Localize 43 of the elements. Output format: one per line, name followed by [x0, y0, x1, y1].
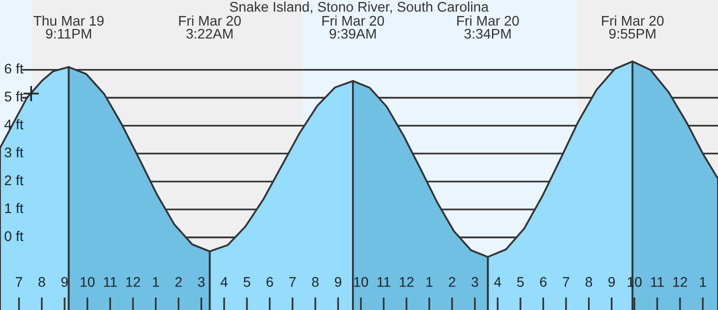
x-tick-label: 8: [38, 277, 46, 287]
y-tick-label: 3 ft: [4, 147, 24, 158]
x-tick-label: 8: [312, 277, 319, 287]
x-tick-label: 2: [448, 277, 456, 287]
x-tick-label: 1: [152, 277, 159, 287]
x-tick-label: 1: [700, 277, 706, 287]
x-tick-label: 10: [80, 277, 95, 287]
x-tick-label: 1: [426, 277, 432, 287]
annotation: Fri Mar 20 9:39AM: [322, 16, 384, 39]
x-tick-label: 11: [378, 277, 390, 287]
x-tick-label: 9: [608, 277, 615, 287]
x-tick-label: 4: [494, 277, 502, 287]
x-tick-label: 4: [220, 277, 228, 287]
y-tick-label: 2 ft: [4, 175, 24, 186]
x-tick-label: 11: [651, 277, 664, 287]
x-tick-label: 6: [540, 277, 546, 287]
x-tick-label: 5: [244, 277, 250, 287]
y-tick-label: 5 ft: [4, 91, 24, 102]
x-tick-label: 7: [289, 277, 296, 287]
x-tick-label: 2: [175, 277, 182, 287]
x-tick-label: 12: [673, 277, 688, 287]
y-tick-label: 4 ft: [4, 119, 24, 130]
x-tick-label: 12: [400, 277, 414, 287]
x-tick-label: 5: [517, 277, 524, 287]
x-tick-label: 12: [126, 277, 140, 287]
chart-title: Snake Island, Stono River, South Carolina: [230, 2, 489, 14]
x-tick-label: 8: [586, 277, 592, 287]
x-tick-label: 10: [354, 277, 368, 287]
annotation: Fri Mar 20 9:55PM: [602, 16, 664, 39]
y-tick-label: 0 ft: [4, 230, 24, 242]
x-tick-label: 9: [61, 277, 68, 287]
x-tick-label: 3: [198, 277, 205, 287]
x-tick-label: 11: [104, 277, 117, 287]
y-tick-label: 6 ft: [4, 63, 24, 74]
x-tick-label: 3: [472, 277, 478, 287]
annotation: Thu Mar 19 9:11PM: [34, 16, 104, 39]
x-tick-label: 9: [334, 277, 342, 287]
annotation: Fri Mar 20 3:22AM: [179, 16, 241, 39]
x-tick-label: 6: [266, 277, 273, 287]
annotation: Fri Mar 20 3:34PM: [457, 16, 519, 39]
x-tick-label: 7: [16, 277, 22, 287]
y-tick-label: 1 ft: [5, 203, 24, 214]
x-tick-label: 7: [562, 277, 570, 287]
